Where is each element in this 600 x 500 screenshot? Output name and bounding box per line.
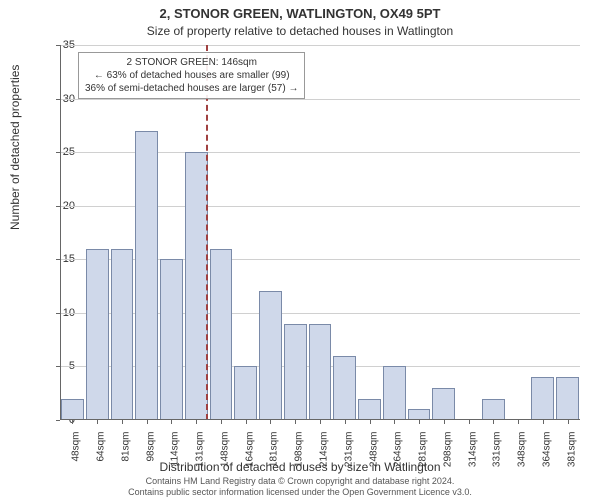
histogram-bar (531, 377, 554, 420)
x-tick (147, 420, 148, 424)
histogram-bar (135, 131, 158, 420)
x-tick (543, 420, 544, 424)
x-tick (171, 420, 172, 424)
x-tick (394, 420, 395, 424)
x-tick (518, 420, 519, 424)
chart-title: 2, STONOR GREEN, WATLINGTON, OX49 5PT (0, 6, 600, 21)
x-tick (97, 420, 98, 424)
histogram-bar (86, 249, 109, 420)
x-tick (419, 420, 420, 424)
chart-subtitle: Size of property relative to detached ho… (0, 24, 600, 38)
x-tick-label: 48sqm (71, 432, 82, 462)
x-tick-label: 64sqm (96, 432, 107, 462)
x-tick (469, 420, 470, 424)
histogram-bar (210, 249, 233, 420)
marker-line (206, 45, 208, 420)
histogram-bar (482, 399, 505, 420)
annotation-line1: 2 STONOR GREEN: 146sqm (85, 56, 298, 69)
x-tick (122, 420, 123, 424)
x-tick (345, 420, 346, 424)
histogram-bar (556, 377, 579, 420)
y-axis-line (60, 45, 61, 420)
x-tick (221, 420, 222, 424)
histogram-bar (383, 366, 406, 420)
x-axis-label: Distribution of detached houses by size … (0, 460, 600, 474)
histogram-bar (309, 324, 332, 420)
chart-container: 2, STONOR GREEN, WATLINGTON, OX49 5PT Si… (0, 0, 600, 500)
footer-line2: Contains public sector information licen… (0, 487, 600, 498)
x-tick-label: 81sqm (120, 432, 131, 462)
histogram-bar (432, 388, 455, 420)
x-tick (196, 420, 197, 424)
bars-group (60, 45, 580, 420)
histogram-bar (358, 399, 381, 420)
histogram-bar (333, 356, 356, 420)
annotation-box: 2 STONOR GREEN: 146sqm ← 63% of detached… (78, 52, 305, 99)
histogram-bar (61, 399, 84, 420)
histogram-bar (259, 291, 282, 420)
y-axis-label: Number of detached properties (8, 65, 22, 230)
x-tick (370, 420, 371, 424)
histogram-bar (284, 324, 307, 420)
histogram-bar (111, 249, 134, 420)
x-tick (444, 420, 445, 424)
x-tick (72, 420, 73, 424)
x-tick-label: 98sqm (145, 432, 156, 462)
x-tick (320, 420, 321, 424)
x-tick (568, 420, 569, 424)
annotation-line3: 36% of semi-detached houses are larger (… (85, 82, 298, 95)
x-tick (246, 420, 247, 424)
histogram-bar (234, 366, 257, 420)
footer-line1: Contains HM Land Registry data © Crown c… (0, 476, 600, 487)
x-tick (295, 420, 296, 424)
x-tick (270, 420, 271, 424)
annotation-line2: ← 63% of detached houses are smaller (99… (85, 69, 298, 82)
histogram-bar (185, 152, 208, 420)
x-tick (493, 420, 494, 424)
plot-area (60, 45, 580, 420)
footer: Contains HM Land Registry data © Crown c… (0, 476, 600, 498)
histogram-bar (160, 259, 183, 420)
